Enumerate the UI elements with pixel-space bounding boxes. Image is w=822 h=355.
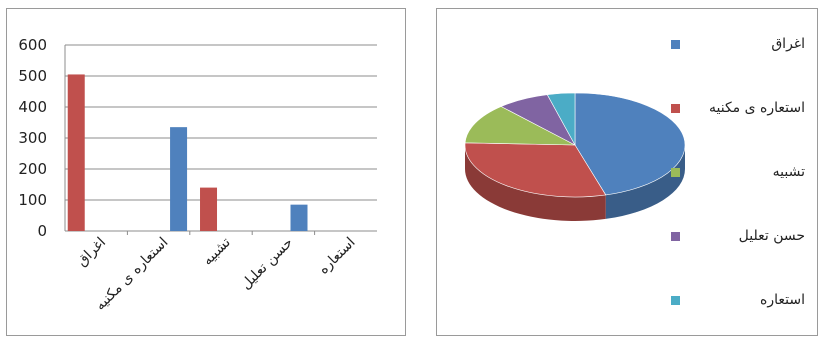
legend-label: حسن تعلیل: [738, 228, 805, 244]
bar: [290, 204, 308, 231]
legend-item-exaggeration: اغراق: [671, 35, 805, 99]
y-tick-label: 300: [18, 129, 47, 147]
bar: [170, 127, 188, 231]
legend-swatch: [671, 40, 680, 49]
x-tick-label: استعاره: [316, 235, 359, 278]
bar-chart-panel: 0 100 200 300 400 500 600 اغراق استعاره ی مکنیه ت…: [6, 8, 406, 336]
legend-label: استعاره: [760, 292, 805, 308]
bar: [200, 187, 218, 231]
pie-chart-panel: اغراق استعاره ی مکنیه تشبیه حسن تعلیل اس…: [436, 8, 818, 336]
pie-side: [605, 145, 685, 219]
y-tick-label: 600: [18, 36, 47, 54]
y-tick-label: 200: [18, 160, 47, 178]
pie-legend: اغراق استعاره ی مکنیه تشبیه حسن تعلیل اس…: [671, 35, 805, 355]
x-tick-label: تشبیه: [200, 234, 234, 268]
legend-label: تشبیه: [772, 164, 805, 180]
legend-item-metaphor-makniyeh: استعاره ی مکنیه: [671, 99, 805, 163]
x-tick-label: حسن تعلیل: [238, 235, 296, 293]
legend-item-simile: تشبیه: [671, 163, 805, 227]
legend-label: استعاره ی مکنیه: [708, 100, 805, 116]
legend-swatch: [671, 104, 680, 113]
legend-label: اغراق: [771, 36, 805, 52]
pie-chart: [464, 92, 686, 221]
legend-swatch: [671, 296, 680, 305]
x-tick-label: اغراق: [74, 235, 109, 270]
pie-slice: [464, 142, 607, 198]
y-tick-label: 400: [18, 98, 47, 116]
pie-slice: [574, 92, 686, 196]
pie-slice: [464, 106, 576, 146]
legend-item-metaphor: استعاره: [671, 291, 805, 355]
legend-swatch: [671, 232, 680, 241]
legend-item-aetiology: حسن تعلیل: [671, 227, 805, 291]
y-tick-label: 100: [18, 191, 47, 209]
legend-swatch: [671, 168, 680, 177]
bar: [67, 74, 85, 231]
pie-side: [465, 145, 606, 221]
y-tick-label: 500: [18, 67, 47, 85]
y-tick-label: 0: [37, 222, 47, 240]
pie-slice: [546, 92, 576, 146]
